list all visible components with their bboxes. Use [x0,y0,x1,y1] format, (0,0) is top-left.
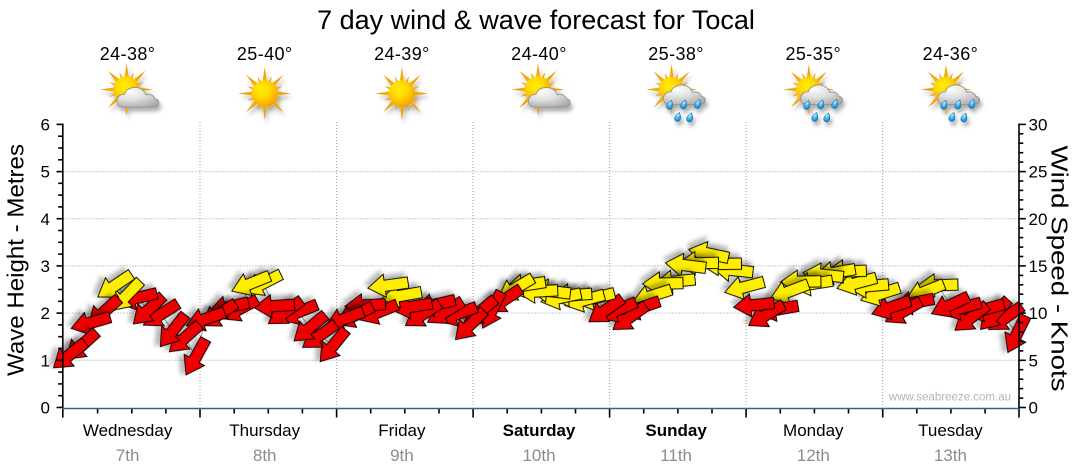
svg-text:10th: 10th [522,446,555,465]
svg-text:7 day wind & wave forecast for: 7 day wind & wave forecast for Tocal [317,5,755,35]
svg-text:25-38°: 25-38° [648,44,704,64]
svg-text:24-36°: 24-36° [923,44,979,64]
svg-text:5: 5 [1029,351,1038,370]
svg-text:0: 0 [1029,399,1038,418]
svg-text:24-38°: 24-38° [100,44,156,64]
svg-text:Sunday: Sunday [645,421,707,440]
svg-text:Thursday: Thursday [229,421,300,440]
svg-text:24-40°: 24-40° [511,44,567,64]
svg-text:13th: 13th [934,446,967,465]
svg-text:20: 20 [1029,210,1048,229]
svg-text:25: 25 [1029,163,1048,182]
svg-text:Wednesday: Wednesday [83,421,173,440]
svg-text:3: 3 [41,257,50,276]
svg-text:2: 2 [41,304,50,323]
svg-text:25-35°: 25-35° [785,44,841,64]
svg-text:1: 1 [41,351,50,370]
svg-text:6: 6 [41,116,50,135]
svg-text:8th: 8th [253,446,277,465]
svg-text:0: 0 [41,399,50,418]
svg-text:Wind Speed - Knots: Wind Speed - Knots [1047,146,1073,392]
svg-text:30: 30 [1029,116,1048,135]
svg-text:12th: 12th [797,446,830,465]
svg-text:25-40°: 25-40° [237,44,293,64]
svg-text:15: 15 [1029,257,1048,276]
svg-text:Wave Height - Metres: Wave Height - Metres [3,144,29,376]
svg-text:11th: 11th [660,446,692,465]
svg-text:Tuesday: Tuesday [918,421,983,440]
svg-text:Monday: Monday [783,421,844,440]
svg-text:Saturday: Saturday [503,421,576,440]
svg-text:www.seabreeze.com.au: www.seabreeze.com.au [888,392,1011,404]
svg-text:5: 5 [41,163,50,182]
svg-text:24-39°: 24-39° [374,44,430,64]
svg-text:9th: 9th [390,446,414,465]
svg-text:Friday: Friday [378,421,426,440]
svg-text:10: 10 [1029,304,1048,323]
svg-text:4: 4 [41,210,50,229]
svg-text:7th: 7th [116,446,140,465]
